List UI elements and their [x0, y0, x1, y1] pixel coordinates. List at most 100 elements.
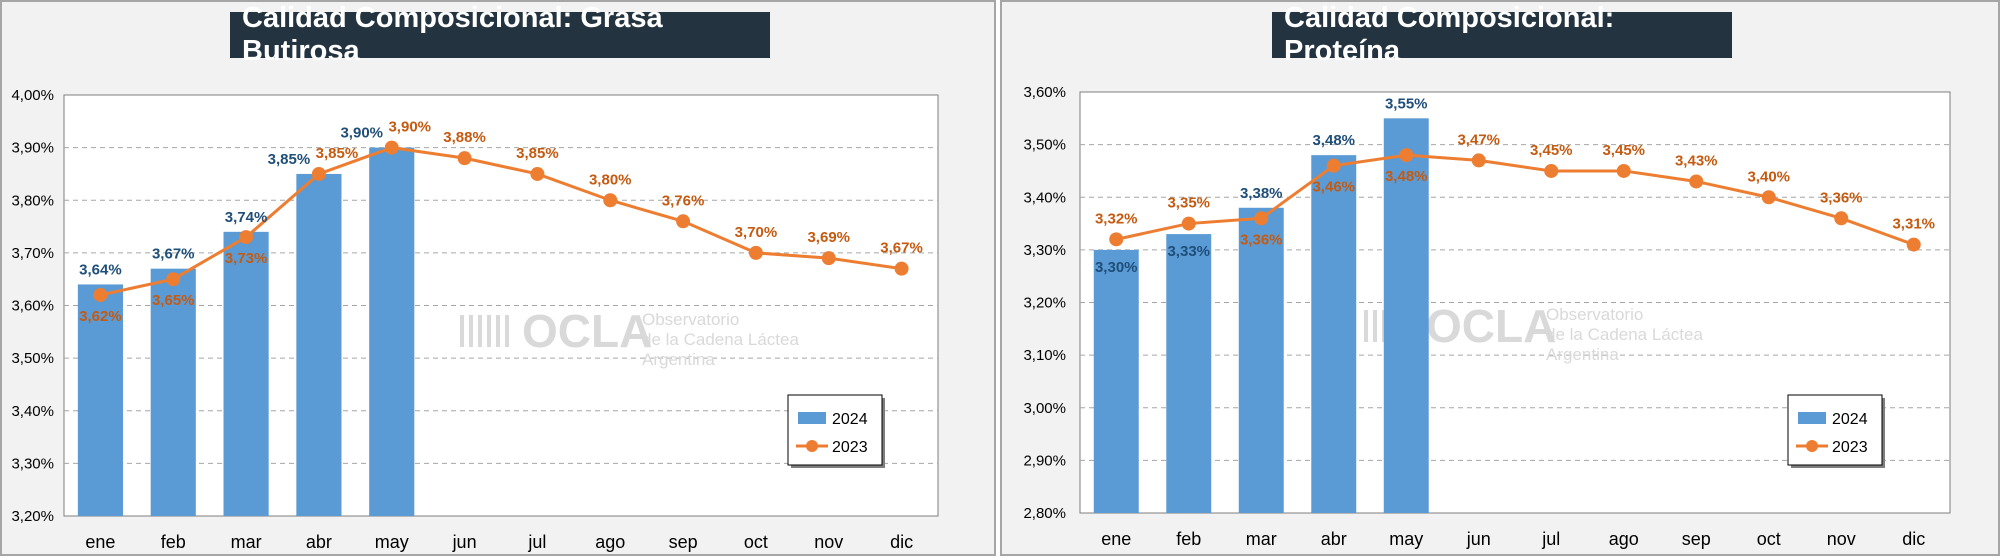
y-tick-label: 3,20%	[1023, 295, 1066, 312]
legend-label: 2023	[832, 439, 868, 456]
point-2023	[1761, 190, 1776, 205]
x-tick-label: feb	[1176, 529, 1201, 549]
point-2023	[166, 272, 181, 287]
x-tick-label: oct	[1757, 529, 1781, 549]
point-2023	[1254, 211, 1269, 226]
line-data-label: 3,45%	[1602, 142, 1645, 159]
line-data-label: 3,85%	[516, 145, 559, 162]
watermark-line: Observatorio	[1546, 305, 1643, 324]
ocla-logo-icon	[460, 315, 509, 347]
legend-label: 2024	[832, 411, 868, 428]
bar-2024	[150, 268, 196, 516]
watermark-name: OCLA	[1426, 300, 1556, 352]
x-tick-label: jun	[452, 532, 477, 552]
x-tick-label: nov	[814, 532, 843, 552]
watermark-line: Observatorio	[642, 310, 739, 329]
x-tick-label: jun	[1466, 529, 1491, 549]
bar-data-label: 3,64%	[79, 261, 122, 278]
point-2023	[676, 214, 691, 229]
x-tick-label: abr	[1321, 529, 1347, 549]
point-2023	[1906, 237, 1921, 252]
y-tick-label: 3,20%	[11, 508, 54, 525]
point-2023	[821, 251, 836, 266]
point-2023	[384, 140, 399, 155]
legend	[1787, 394, 1883, 466]
point-2023	[457, 151, 472, 166]
point-2023	[1471, 153, 1486, 168]
chart-fat-svg: 3,20% 3,30% 3,40% 3,50% 3,60% 3,70% 3,80% 3,90%…	[11, 87, 939, 552]
bar-2024	[369, 147, 415, 516]
x-tick-label: may	[1389, 529, 1423, 549]
x-tick-label: dic	[1902, 529, 1925, 549]
bar-2024	[1238, 207, 1284, 513]
x-tick-label: sep	[669, 532, 698, 552]
y-tick-label: 3,70%	[11, 245, 54, 262]
point-2023	[894, 261, 909, 276]
y-tick-label: 4,00%	[11, 87, 54, 104]
y-tick-label: 3,30%	[1023, 242, 1066, 259]
point-2023	[603, 193, 618, 208]
x-tick-label: nov	[1827, 529, 1856, 549]
watermark-line: Argentina	[1546, 345, 1619, 364]
y-tick-label: 3,10%	[1023, 347, 1066, 364]
line-2023	[1115, 153, 1915, 247]
x-tick-label: jul	[527, 532, 546, 552]
bar-data-label: 3,38%	[1240, 185, 1283, 202]
x-tick-label: dic	[890, 532, 913, 552]
point-2023	[1326, 158, 1341, 173]
y-tick-label: 3,60%	[11, 298, 54, 315]
y-tick-label: 3,60%	[1023, 84, 1066, 101]
legend	[787, 394, 883, 466]
line-data-label: 3,35%	[1167, 195, 1210, 212]
point-2023	[93, 287, 108, 302]
x-tick-label: feb	[161, 532, 186, 552]
x-tick-label: oct	[744, 532, 768, 552]
point-2023	[1616, 163, 1631, 178]
line-data-label: 3,32%	[1095, 210, 1138, 227]
line-data-label: 3,88%	[443, 129, 486, 146]
x-tick-label: sep	[1682, 529, 1711, 549]
line-data-label: 3,65%	[152, 292, 195, 309]
point-2023	[311, 166, 326, 181]
legend-label: 2024	[1832, 411, 1868, 428]
y-tick-label: 2,90%	[1023, 452, 1066, 469]
x-tick-label: may	[375, 532, 409, 552]
line-data-label: 3,31%	[1892, 216, 1935, 233]
line-data-label: 3,47%	[1457, 131, 1500, 148]
bar-2024	[1311, 155, 1357, 513]
x-tick-label: ago	[595, 532, 625, 552]
x-tick-label: ene	[85, 532, 115, 552]
legend-marker-2023	[1806, 440, 1818, 452]
line-data-label: 3,90%	[388, 119, 431, 136]
chart-protein-svg: 2,80% 2,90% 3,00% 3,10% 3,20% 3,30% 3,40% 3,50%…	[1023, 84, 1951, 549]
bar-data-label: 3,55%	[1385, 95, 1428, 112]
line-data-label: 3,36%	[1820, 189, 1863, 206]
point-2023	[1399, 148, 1414, 163]
bar-2024	[296, 173, 342, 516]
legend-swatch-2024	[1798, 412, 1826, 424]
watermark-line: de la Cadena Láctea	[1546, 325, 1703, 344]
y-tick-label: 3,00%	[1023, 400, 1066, 417]
line-2023	[100, 146, 902, 297]
point-2023	[239, 230, 254, 245]
x-tick-label: jul	[1541, 529, 1560, 549]
x-tick-label: abr	[306, 532, 332, 552]
x-tick-label: ene	[1101, 529, 1131, 549]
line-data-label: 3,62%	[79, 308, 122, 325]
bar-data-label: 3,85%	[268, 151, 311, 168]
bar-2024	[1166, 234, 1212, 513]
line-data-label: 3,40%	[1747, 168, 1790, 185]
y-tick-label: 3,50%	[1023, 137, 1066, 154]
line-data-label: 3,46%	[1312, 179, 1355, 196]
y-tick-label: 3,40%	[1023, 189, 1066, 206]
y-tick-label: 3,80%	[11, 192, 54, 209]
point-2023	[748, 245, 763, 260]
point-2023	[1834, 211, 1849, 226]
legend-swatch-2024	[798, 412, 826, 424]
x-tick-label: mar	[1246, 529, 1277, 549]
point-2023	[530, 166, 545, 181]
line-data-label: 3,36%	[1240, 231, 1283, 248]
line-data-label: 3,73%	[225, 250, 268, 267]
